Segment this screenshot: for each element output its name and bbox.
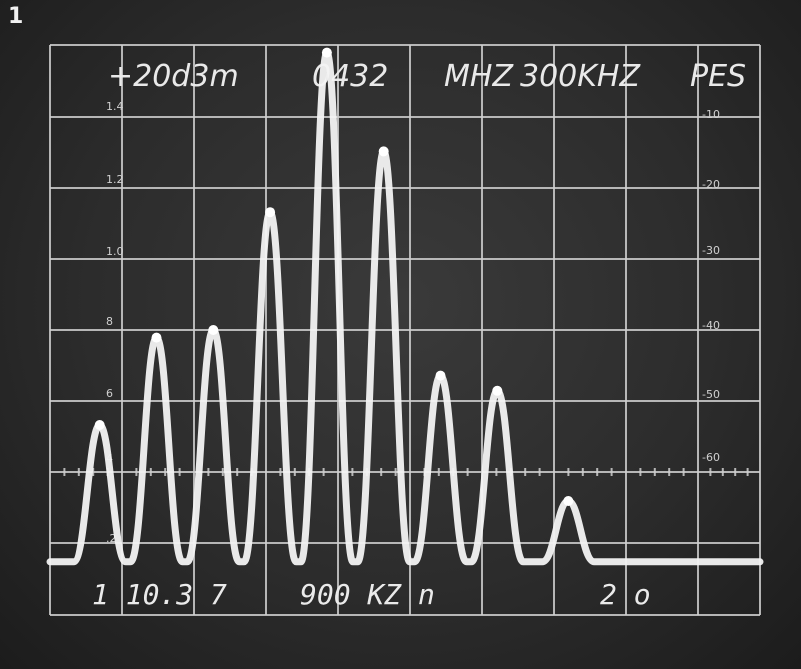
right-tick-label: -30 <box>702 244 720 257</box>
left-tick-label: 1.0 <box>106 245 124 258</box>
peak-4 <box>321 47 332 58</box>
peak-8 <box>563 496 574 506</box>
header-span: 300KHZ <box>520 59 641 94</box>
right-axis-ticks: -10 -20 -30 -40 -50 -60 <box>702 108 720 464</box>
trace-line <box>46 49 764 566</box>
header-mode: PES <box>690 59 746 94</box>
right-tick-label: -50 <box>702 388 720 401</box>
left-tick-label: 8 <box>106 315 113 328</box>
right-tick-label: -10 <box>702 108 720 121</box>
left-tick-label: 1.4 <box>106 100 124 113</box>
header-unit: MHZ <box>444 59 514 94</box>
spectrum-trace <box>46 47 764 566</box>
left-tick-label: .2 <box>106 532 117 545</box>
peak-1 <box>151 332 162 343</box>
peak-0 <box>94 420 105 430</box>
bottom-readout-1: 1 10.3 7 <box>92 578 227 611</box>
panel-number: 1 <box>8 4 24 29</box>
left-tick-label: 1.2 <box>106 173 124 186</box>
left-tick-label: 6 <box>106 387 113 400</box>
right-tick-label: -40 <box>702 319 720 332</box>
graticule <box>49 44 761 616</box>
peak-2 <box>208 325 219 335</box>
bottom-readout-2: 900 KZ n <box>300 578 435 611</box>
header-ref-level: +20d3m <box>108 59 239 94</box>
right-tick-label: -20 <box>702 178 720 191</box>
bottom-readout-3: 2 o <box>600 578 651 611</box>
peak-6 <box>435 370 446 381</box>
peak-7 <box>492 385 503 396</box>
peak-5 <box>378 146 389 157</box>
peak-3 <box>265 207 276 218</box>
right-tick-label: -60 <box>702 451 720 464</box>
